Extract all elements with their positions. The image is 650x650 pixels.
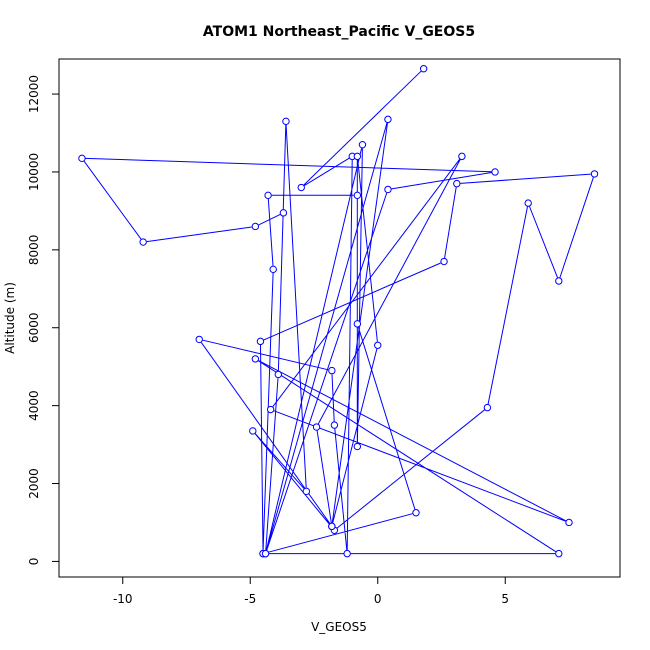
data-point bbox=[297, 183, 305, 192]
data-point bbox=[261, 549, 270, 558]
data-point bbox=[555, 277, 563, 285]
data-point bbox=[419, 65, 428, 73]
x-tick-label: -5 bbox=[244, 592, 256, 606]
y-tick-label: 4000 bbox=[27, 390, 41, 421]
data-point bbox=[256, 337, 265, 346]
data-point bbox=[249, 427, 257, 435]
y-axis: 0 2000 4000 6000 8000 10000 12000 bbox=[27, 75, 60, 566]
data-point bbox=[266, 405, 275, 414]
data-point bbox=[195, 335, 203, 344]
data-point bbox=[279, 209, 288, 217]
data-point bbox=[139, 238, 147, 246]
data-point bbox=[374, 341, 382, 349]
data-point bbox=[328, 522, 336, 531]
data-point bbox=[353, 152, 362, 161]
series-line bbox=[83, 70, 594, 555]
y-tick-label: 8000 bbox=[27, 235, 41, 266]
data-point bbox=[312, 423, 321, 431]
y-tick-label: 0 bbox=[27, 558, 41, 566]
data-point bbox=[453, 179, 461, 188]
y-axis-label: Altitude (m) bbox=[3, 282, 17, 354]
data-point bbox=[483, 403, 492, 412]
y-tick-label: 2000 bbox=[27, 468, 41, 499]
x-axis: -10 -5 0 5 bbox=[113, 576, 509, 606]
data-point bbox=[590, 170, 599, 178]
data-point bbox=[269, 265, 277, 274]
data-point bbox=[555, 549, 563, 558]
data-point bbox=[302, 487, 311, 496]
data-point bbox=[274, 370, 282, 379]
data-point bbox=[264, 191, 272, 200]
data-point bbox=[565, 518, 573, 527]
x-tick-label: -10 bbox=[113, 592, 133, 606]
y-tick-label: 12000 bbox=[27, 75, 41, 113]
data-point bbox=[343, 549, 351, 558]
x-tick-label: 5 bbox=[501, 592, 509, 606]
data-point bbox=[353, 191, 362, 200]
data-point bbox=[282, 117, 290, 126]
data-point bbox=[78, 154, 86, 163]
data-point bbox=[251, 222, 260, 231]
x-axis-label: V_GEOS5 bbox=[311, 620, 367, 634]
data-point bbox=[330, 421, 339, 429]
data-point bbox=[328, 366, 336, 375]
data-point bbox=[440, 257, 448, 266]
chart-title: ATOM1 Northeast_Pacific V_GEOS5 bbox=[203, 24, 475, 40]
data-point bbox=[358, 140, 367, 149]
data-point bbox=[384, 115, 392, 124]
data-point bbox=[524, 199, 532, 207]
y-tick-label: 6000 bbox=[27, 312, 41, 343]
data-point bbox=[384, 185, 392, 194]
x-tick-label: 0 bbox=[374, 592, 382, 606]
data-point bbox=[491, 168, 499, 176]
data-point bbox=[412, 509, 420, 517]
y-tick-label: 10000 bbox=[27, 153, 41, 191]
data-point bbox=[353, 320, 362, 328]
data-point bbox=[353, 442, 362, 451]
data-point bbox=[251, 355, 260, 363]
series-layer bbox=[78, 65, 599, 558]
data-point bbox=[458, 152, 466, 161]
